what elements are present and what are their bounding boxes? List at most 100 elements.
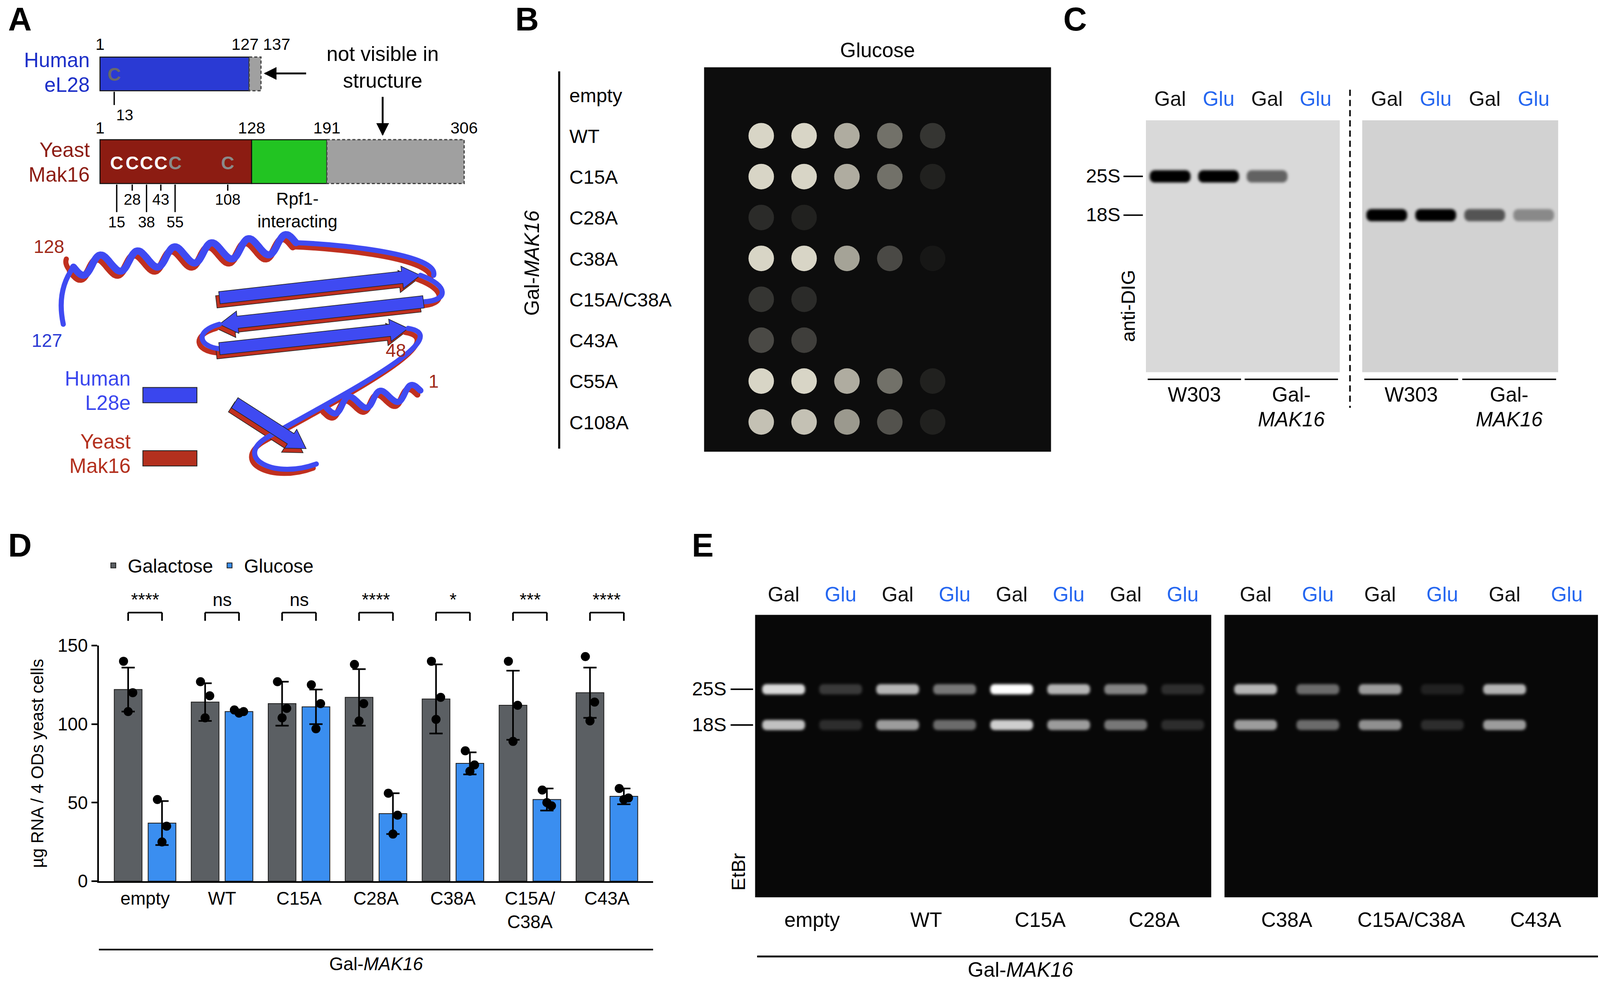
svg-text:Gal: Gal (1154, 87, 1186, 111)
svg-text:MAK16: MAK16 (1257, 407, 1326, 431)
svg-text:Glu: Glu (1166, 583, 1199, 606)
svg-text:100: 100 (57, 714, 88, 735)
svg-text:43: 43 (152, 191, 170, 209)
svg-text:MAK16: MAK16 (1475, 407, 1543, 431)
svg-text:13: 13 (116, 106, 134, 124)
svg-text:WT: WT (910, 908, 942, 932)
svg-text:Rpf1-: Rpf1- (276, 189, 319, 209)
svg-text:25S: 25S (1085, 164, 1121, 187)
svg-text:EtBr: EtBr (727, 853, 750, 891)
svg-text:*: * (449, 589, 457, 610)
svg-text:C: C (107, 64, 121, 85)
svg-text:ns: ns (289, 589, 309, 610)
svg-text:W303: W303 (1384, 383, 1438, 406)
svg-text:Gal-: Gal- (1272, 383, 1311, 406)
svg-text:C55A: C55A (569, 370, 619, 393)
svg-text:W303: W303 (1167, 383, 1221, 406)
svg-text:28: 28 (123, 191, 141, 209)
svg-text:C: C (221, 152, 235, 174)
svg-text:25S: 25S (692, 677, 727, 700)
svg-text:128: 128 (33, 236, 65, 257)
svg-text:Glu: Glu (938, 583, 971, 606)
svg-text:C43A: C43A (1510, 908, 1562, 932)
svg-text:D: D (8, 527, 32, 564)
svg-text:C38A: C38A (569, 248, 619, 270)
svg-text:128: 128 (238, 118, 266, 137)
svg-text:Gal: Gal (1488, 583, 1521, 606)
svg-text:127: 127 (231, 35, 259, 54)
svg-text:B: B (515, 0, 539, 38)
svg-text:Gal: Gal (767, 583, 800, 606)
svg-text:Glu: Glu (1518, 87, 1550, 111)
svg-text:Glu: Glu (824, 583, 857, 606)
svg-text:anti-DIG: anti-DIG (1117, 269, 1139, 343)
svg-text:Gal: Gal (1109, 583, 1142, 606)
svg-text:A: A (8, 0, 32, 38)
svg-text:Glu: Glu (1299, 87, 1332, 111)
svg-text:0: 0 (77, 871, 88, 892)
svg-text:C15A/C38A: C15A/C38A (504, 888, 556, 933)
svg-text:127: 127 (31, 330, 63, 351)
svg-text:15: 15 (108, 213, 126, 231)
svg-text:Gal: Gal (1364, 583, 1397, 606)
svg-text:C: C (110, 152, 124, 174)
svg-text:Glu: Glu (1426, 583, 1459, 606)
svg-text:306: 306 (450, 118, 478, 137)
svg-text:C15A/C38A: C15A/C38A (1357, 908, 1465, 932)
svg-text:Human: Human (23, 48, 90, 72)
svg-text:Gal-: Gal- (1489, 383, 1529, 406)
svg-text:Mak16: Mak16 (69, 454, 131, 478)
svg-text:Mak16: Mak16 (28, 163, 90, 186)
svg-text:C15A: C15A (276, 888, 323, 909)
svg-text:C: C (1063, 0, 1087, 38)
svg-text:Gal: Gal (995, 583, 1028, 606)
svg-text:C108A: C108A (569, 411, 629, 434)
svg-text:38: 38 (138, 213, 155, 231)
svg-text:18S: 18S (692, 713, 727, 736)
svg-text:****: **** (131, 589, 160, 610)
svg-text:C: C (139, 152, 153, 174)
svg-text:C15A: C15A (1014, 908, 1066, 932)
svg-text:1: 1 (428, 371, 439, 392)
svg-text:Glu: Glu (1302, 583, 1334, 606)
svg-text:Gal: Gal (1468, 87, 1501, 111)
svg-text:C15A/C38A: C15A/C38A (569, 288, 673, 311)
svg-text:Glu: Glu (1202, 87, 1235, 111)
svg-text:Gal: Gal (1239, 583, 1272, 606)
svg-text:108: 108 (215, 191, 241, 209)
svg-text:C43A: C43A (569, 329, 619, 352)
svg-text:C38A: C38A (430, 888, 476, 909)
svg-text:C: C (125, 152, 139, 174)
svg-text:interacting: interacting (257, 211, 338, 232)
svg-text:C15A: C15A (569, 166, 619, 188)
svg-text:WT: WT (208, 888, 237, 909)
svg-text:Glu: Glu (1550, 583, 1583, 606)
svg-text:Glu: Glu (1419, 87, 1452, 111)
svg-text:Gal: Gal (881, 583, 914, 606)
svg-text:eL28: eL28 (44, 73, 90, 97)
svg-text:structure: structure (342, 69, 423, 92)
svg-text:48: 48 (385, 340, 407, 361)
svg-text:C28A: C28A (353, 888, 399, 909)
svg-text:Yeast: Yeast (39, 138, 90, 162)
svg-text:C28A: C28A (569, 206, 619, 229)
svg-text:Gal: Gal (1370, 87, 1403, 111)
svg-text:137: 137 (262, 35, 291, 54)
svg-text:50: 50 (67, 792, 88, 813)
svg-text:C: C (168, 152, 182, 174)
svg-text:Galactose: Galactose (127, 555, 214, 577)
svg-text:Gal-MAK16: Gal-MAK16 (520, 210, 544, 316)
svg-text:****: **** (592, 589, 621, 610)
svg-text:***: *** (519, 589, 541, 610)
svg-text:C: C (154, 152, 168, 174)
svg-text:Yeast: Yeast (80, 430, 131, 453)
svg-text:18S: 18S (1085, 203, 1121, 226)
svg-text:Glu: Glu (1052, 583, 1085, 606)
svg-text:C28A: C28A (1128, 908, 1180, 932)
svg-text:empty: empty (120, 888, 170, 909)
svg-text:E: E (691, 527, 714, 564)
svg-text:µg RNA / 4 ODs yeast cells: µg RNA / 4 ODs yeast cells (27, 658, 47, 868)
svg-text:Gal: Gal (1251, 87, 1284, 111)
svg-text:empty: empty (569, 84, 623, 107)
svg-text:ns: ns (212, 589, 232, 610)
